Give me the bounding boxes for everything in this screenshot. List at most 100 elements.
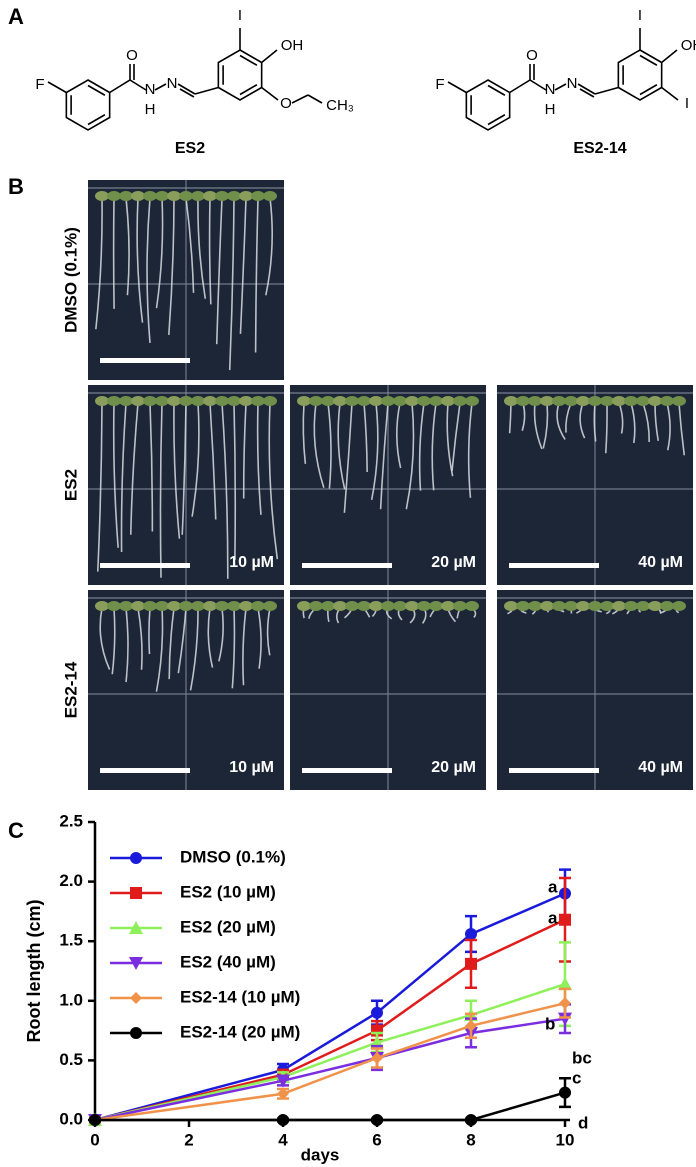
seedling — [131, 191, 145, 201]
marker — [465, 1114, 477, 1126]
seedling — [179, 396, 193, 406]
x-tick-label: 4 — [278, 1130, 288, 1149]
seedling — [191, 396, 205, 406]
double-bond — [87, 84, 106, 96]
seedling — [239, 396, 253, 406]
seedling — [107, 191, 121, 201]
seedling — [393, 601, 407, 611]
seedling — [263, 601, 277, 611]
plate-image — [88, 180, 284, 380]
root — [446, 402, 454, 477]
seedling — [333, 396, 347, 406]
seedling — [227, 601, 241, 611]
x-tick-label: 2 — [184, 1130, 193, 1149]
seedling — [600, 601, 614, 611]
seedling — [95, 191, 109, 201]
seedling — [119, 396, 133, 406]
concentration-label: 20 µM — [431, 554, 476, 571]
root — [95, 197, 103, 330]
seedling — [648, 601, 662, 611]
seedling — [540, 601, 554, 611]
root — [189, 607, 199, 691]
bond — [261, 86, 279, 101]
double-bond — [639, 54, 658, 66]
seedling — [309, 601, 323, 611]
seedling — [203, 396, 217, 406]
seedling — [119, 601, 133, 611]
seedling — [660, 396, 674, 406]
seedling — [648, 396, 662, 406]
seedling — [95, 396, 109, 406]
root — [129, 402, 139, 535]
seedling — [345, 601, 359, 611]
marker — [371, 1052, 383, 1065]
root — [256, 402, 262, 515]
x-tick-label: 6 — [372, 1130, 381, 1149]
root — [177, 607, 187, 674]
seedling — [155, 396, 169, 406]
bond — [554, 83, 567, 91]
root — [181, 402, 187, 535]
root — [159, 402, 163, 578]
root — [257, 607, 262, 669]
root — [313, 402, 325, 489]
legend-label: DMSO (0.1%) — [180, 847, 286, 866]
double-bond — [639, 84, 658, 96]
seedling — [576, 601, 590, 611]
bond — [661, 86, 679, 101]
atom-label: N — [545, 81, 556, 98]
seedling — [263, 191, 277, 201]
seedling — [417, 601, 431, 611]
bond — [579, 88, 595, 98]
seedling — [143, 191, 157, 201]
legend-label: ES2-14 (10 µM) — [180, 987, 300, 1006]
atom-label: I — [638, 7, 642, 24]
marker — [465, 1019, 477, 1032]
ring — [617, 49, 663, 101]
panel-label: A — [8, 4, 24, 29]
marker — [465, 957, 477, 970]
legend-marker — [130, 992, 142, 1004]
y-tick-label: 1.0 — [59, 990, 83, 1009]
plate-image: 20 µM — [290, 590, 486, 790]
atom-label: F — [35, 76, 44, 93]
seedling — [309, 396, 323, 406]
seedling — [155, 191, 169, 201]
plate-image: 10 µM — [88, 590, 284, 790]
seedling — [215, 601, 229, 611]
scale-bar — [100, 563, 190, 568]
root — [418, 402, 425, 491]
seedling — [672, 396, 686, 406]
row-label: DMSO (0.1%) — [61, 227, 80, 333]
atom-label: H — [545, 101, 556, 118]
seedling — [405, 601, 419, 611]
plate-image: 20 µM — [290, 385, 486, 585]
seedling — [660, 601, 674, 611]
root — [379, 402, 389, 510]
root — [666, 402, 671, 451]
root — [363, 402, 368, 473]
marker — [277, 1087, 289, 1100]
marker — [371, 1114, 383, 1126]
seedling — [405, 396, 419, 406]
seedling — [191, 601, 205, 611]
x-tick-label: 10 — [556, 1130, 575, 1149]
root — [327, 402, 332, 489]
root — [467, 402, 473, 498]
root — [302, 402, 307, 464]
atom-label: OH — [681, 37, 696, 54]
series-line — [94, 1017, 566, 1122]
double-bond — [87, 114, 106, 126]
bond — [594, 86, 619, 95]
legend-label: ES2 (20 µM) — [180, 917, 276, 936]
concentration-label: 10 µM — [229, 554, 274, 571]
seedling — [441, 396, 455, 406]
root — [215, 197, 223, 345]
ring — [65, 79, 111, 131]
root — [173, 402, 181, 539]
legend-label: ES2 (10 µM) — [180, 882, 276, 901]
seedling — [203, 191, 217, 201]
root — [604, 402, 608, 454]
marker — [559, 913, 571, 926]
